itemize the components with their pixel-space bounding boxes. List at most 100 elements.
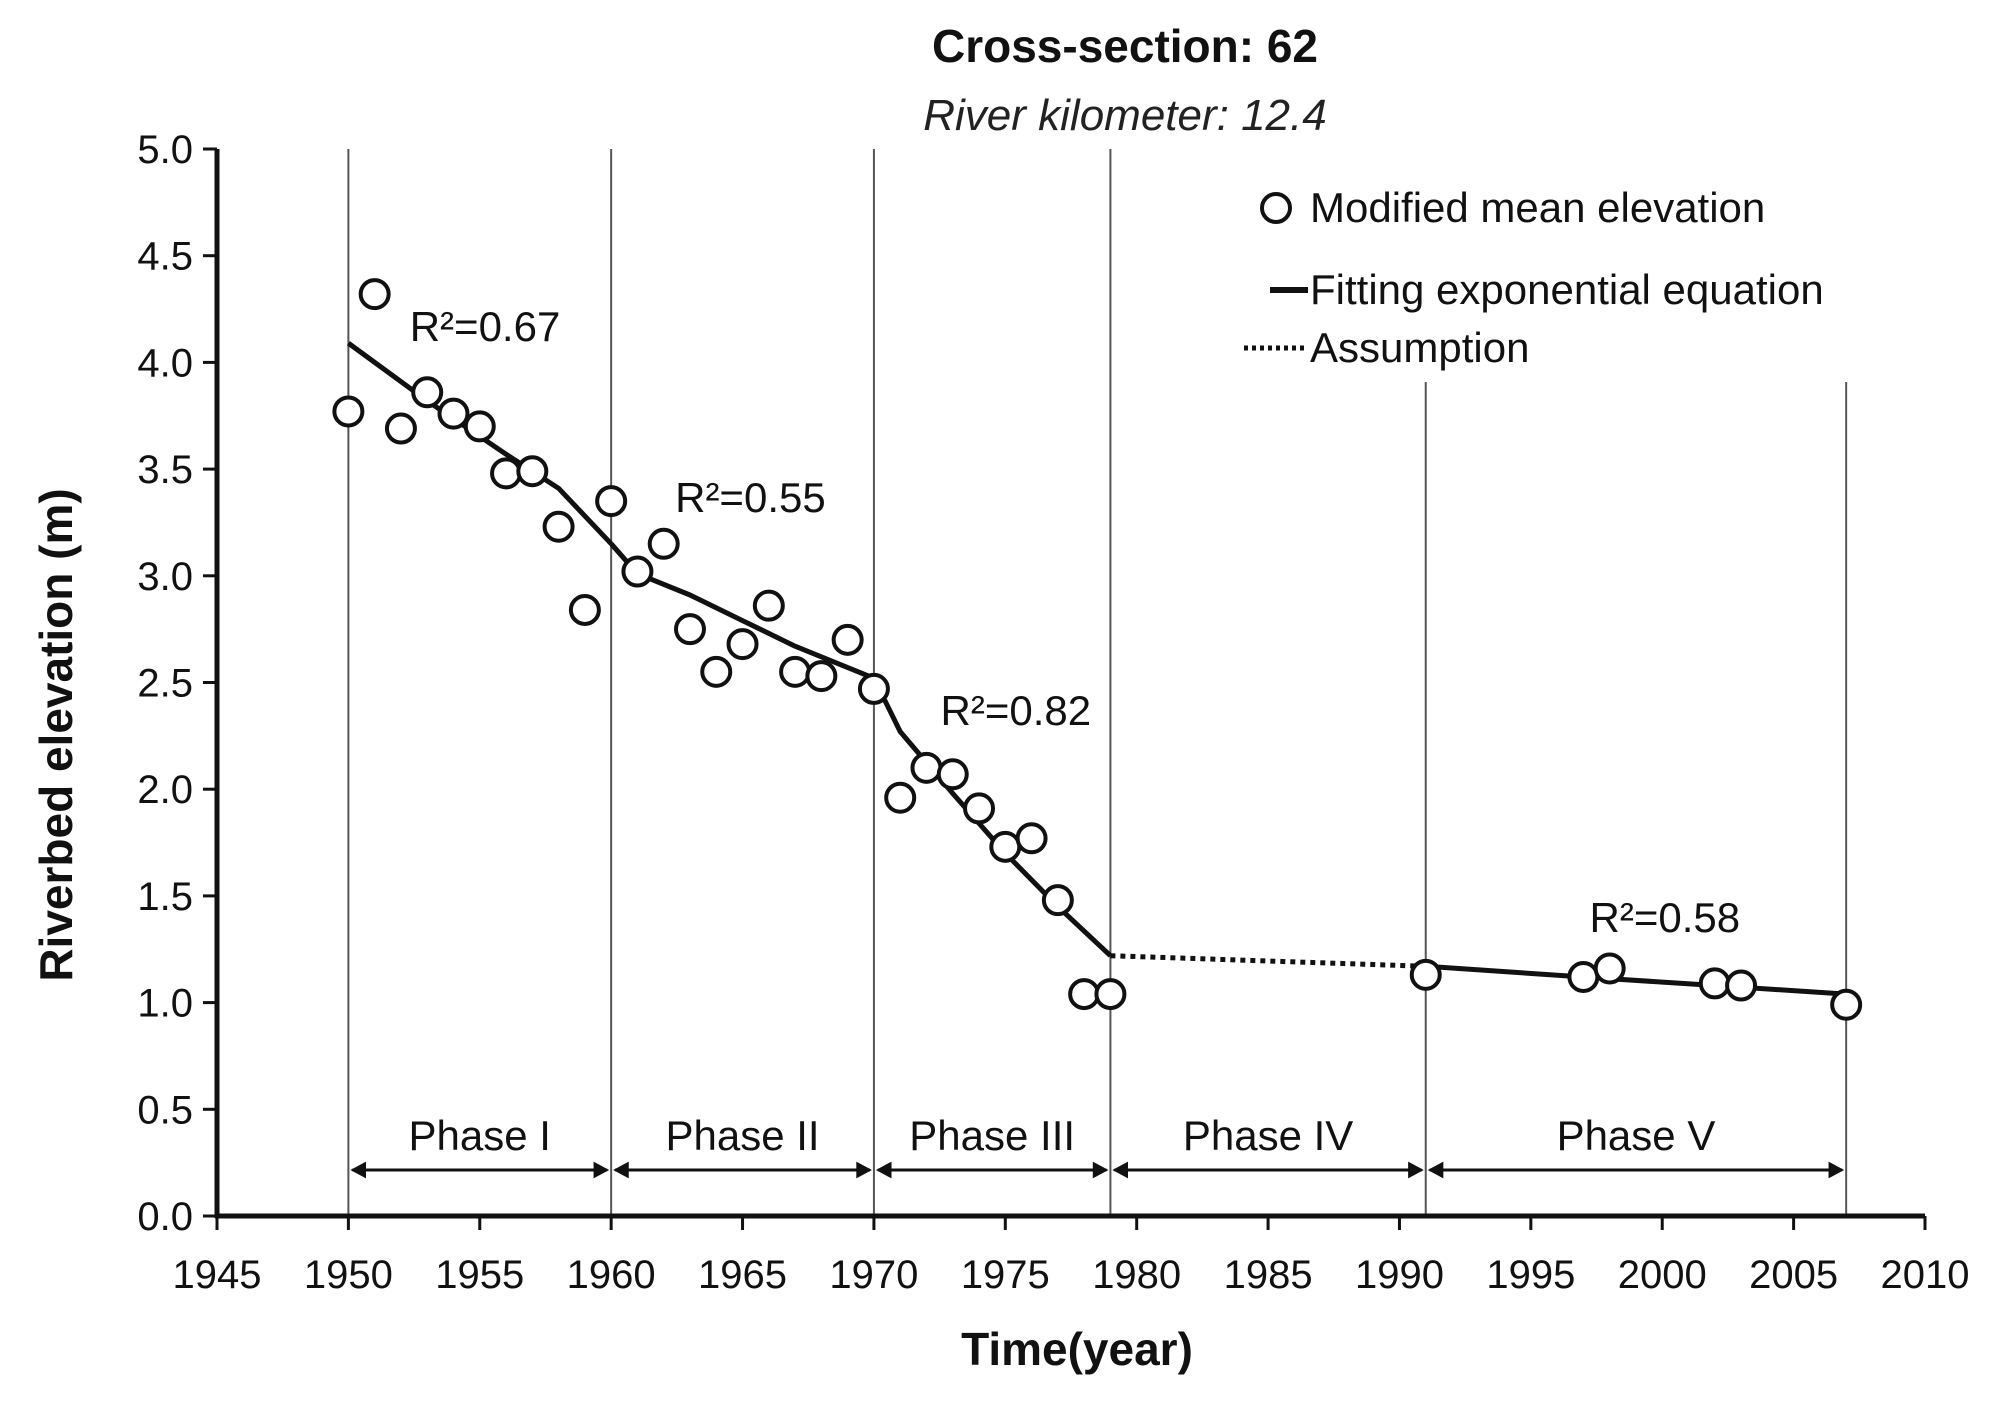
data-point [384, 412, 417, 445]
r-squared-label: R²=0.58 [1590, 894, 1741, 941]
data-point [568, 593, 601, 626]
x-tick-label: 1955 [435, 1253, 524, 1297]
y-tick-label: 0.5 [137, 1088, 193, 1132]
y-axis-title: Riverbed elevation (m) [30, 488, 82, 981]
legend-label-fit: Fitting exponential equation [1310, 266, 1824, 313]
data-point [884, 781, 917, 814]
data-point [463, 410, 496, 443]
data-point [1698, 967, 1731, 1000]
phase-arrow-head-left [613, 1161, 629, 1179]
data-point [805, 660, 838, 693]
data-point [1041, 884, 1074, 917]
phase-arrow-head-right [1092, 1161, 1109, 1179]
x-axis-title: Time(year) [961, 1323, 1193, 1375]
phase-annotations: Phase I Phase II Phase III Phase IV Phase V [350, 1112, 1845, 1179]
data-point [542, 510, 575, 543]
phase-label: Phase II [665, 1112, 819, 1159]
legend-label-observed: Modified mean elevation [1310, 184, 1765, 231]
phase-arrow-head-left [350, 1161, 366, 1179]
x-tick-label: 2000 [1618, 1253, 1707, 1297]
y-tick-label: 2.5 [137, 662, 193, 706]
phase-arrow-head-left [875, 1161, 892, 1179]
data-point [700, 655, 733, 688]
y-tick-label: 0.0 [137, 1195, 193, 1239]
phase-arrow-head-left [1112, 1161, 1129, 1179]
data-point [1725, 969, 1758, 1002]
x-tick-label: 1950 [304, 1253, 393, 1297]
data-points [332, 278, 1863, 1021]
data-point [411, 376, 444, 409]
data-point [1409, 958, 1442, 991]
phase-label: Phase III [909, 1112, 1075, 1159]
y-tick-label: 1.5 [137, 875, 193, 919]
phase-arrow-head-right [593, 1161, 610, 1179]
data-point [1830, 988, 1863, 1021]
chart-title: Cross-section: 62 [932, 20, 1318, 72]
x-tick-label: 1975 [961, 1253, 1050, 1297]
r-squared-label: R²=0.67 [410, 303, 561, 350]
data-point [490, 457, 523, 490]
data-point [963, 792, 996, 825]
chart-subtitle: River kilometer: 12.4 [923, 91, 1326, 140]
data-point [437, 397, 470, 430]
phase-label: Phase I [409, 1112, 551, 1159]
data-point [857, 672, 890, 705]
data-point [726, 628, 759, 661]
legend-label-assumption: Assumption [1310, 324, 1529, 371]
y-tick-label: 4.0 [137, 341, 193, 385]
data-point [779, 655, 812, 688]
data-point [516, 455, 549, 488]
data-point [910, 751, 943, 784]
r-squared-labels: R²=0.67 R²=0.55 R²=0.82 R²=0.58 [410, 303, 1740, 941]
x-tick-label: 1980 [1092, 1253, 1181, 1297]
x-tick-label: 1970 [829, 1253, 918, 1297]
phase-boundaries [347, 149, 1848, 1216]
x-tick-label: 1965 [698, 1253, 787, 1297]
x-tick-label: 1945 [173, 1253, 262, 1297]
data-point [621, 555, 654, 588]
data-point [595, 485, 628, 518]
y-tick-label: 3.5 [137, 448, 193, 492]
assumption-line [1110, 953, 1426, 969]
data-point [1567, 960, 1600, 993]
data-point [647, 527, 680, 560]
legend-marker-circle [1260, 192, 1292, 224]
data-point [831, 623, 864, 656]
data-point [1593, 952, 1626, 985]
data-point [1068, 978, 1101, 1011]
x-tick-label: 2010 [1881, 1253, 1970, 1297]
data-point [752, 589, 785, 622]
phase-arrow-head-right [1408, 1161, 1424, 1179]
phase-arrow-head-right [856, 1161, 872, 1179]
fit-line [346, 341, 614, 546]
y-tick-label: 2.0 [137, 768, 193, 812]
legend: Modified mean elevation Fitting exponent… [1244, 184, 1824, 371]
x-tick-label: 1995 [1486, 1253, 1575, 1297]
r-squared-label: R²=0.82 [941, 687, 1092, 734]
fit-lines [346, 341, 1847, 997]
y-tick-label: 1.0 [137, 982, 193, 1026]
fit-line [1425, 963, 1847, 997]
y-tick-label: 3.0 [137, 555, 193, 599]
phase-arrow-head-right [1828, 1161, 1845, 1179]
x-tick-label: 1990 [1355, 1253, 1444, 1297]
data-point [1094, 978, 1127, 1011]
x-tick-label: 1985 [1224, 1253, 1313, 1297]
data-point [1015, 822, 1048, 855]
r-squared-label: R²=0.55 [675, 474, 826, 521]
x-tick-label: 1960 [567, 1253, 656, 1297]
x-tick-label: 2005 [1749, 1253, 1838, 1297]
data-point [989, 830, 1022, 863]
y-tick-label: 4.5 [137, 235, 193, 279]
y-tick-label: 5.0 [137, 128, 193, 172]
axes: 0.0 0.5 1.0 1.5 2.0 2.5 3.0 3.5 4.0 4.5 5.0 1945 195… [137, 128, 1969, 1297]
phase-label: Phase V [1557, 1112, 1716, 1159]
data-point [332, 395, 365, 428]
phase-arrow-head-left [1427, 1161, 1444, 1179]
data-point [673, 613, 706, 646]
data-point [358, 278, 391, 311]
data-point [936, 758, 969, 791]
phase-label: Phase IV [1183, 1112, 1353, 1159]
